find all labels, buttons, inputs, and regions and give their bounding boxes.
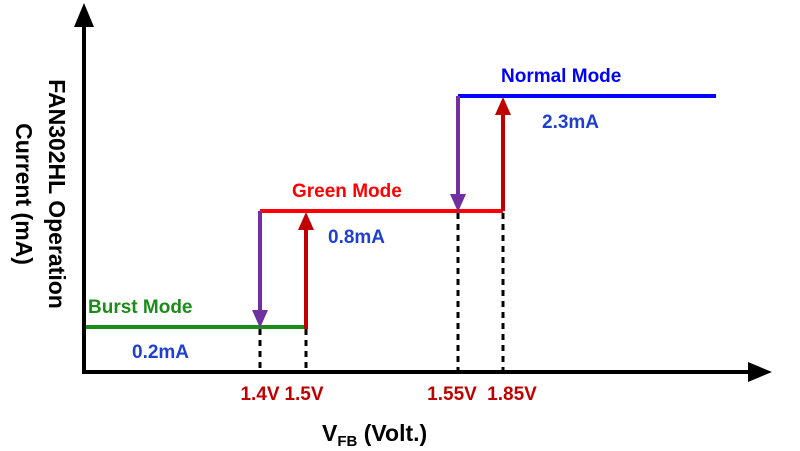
tick-label-1-85v: 1.85V [487,384,537,405]
tick-label-1-4v: 1.4V [240,384,279,405]
green-mode-label: Green Mode [292,181,402,202]
tick-label-1-5v: 1.5V [284,384,323,405]
normal-mode-label: Normal Mode [501,66,621,87]
normal-current-label: 2.3mA [542,112,599,133]
y-axis-label-line1: FAN302HL Operation [44,79,70,309]
y-axis-label: FAN302HL Operation Current (mA) [11,79,70,309]
tick-label-1-55v: 1.55V [427,384,477,405]
y-axis-arrowhead [74,3,94,27]
green-current-label: 0.8mA [328,227,385,248]
x-axis-label-rest: (Volt.) [357,420,427,446]
x-axis-label-subscript: FB [337,433,357,450]
x-axis-arrowhead [748,362,772,382]
y-axis-label-line2: Current (mA) [11,123,37,265]
falling-arrow-normal-to-green-head [450,194,466,212]
rising-arrow-green-to-normal-head [495,97,511,115]
rising-arrow-burst-to-green-head [298,212,314,230]
x-axis-label-main: V [322,420,338,446]
burst-current-label: 0.2mA [132,342,189,363]
falling-arrow-green-to-burst-head [252,310,268,328]
x-axis-label: VFB (Volt.) [322,420,427,450]
burst-mode-label: Burst Mode [88,297,193,318]
